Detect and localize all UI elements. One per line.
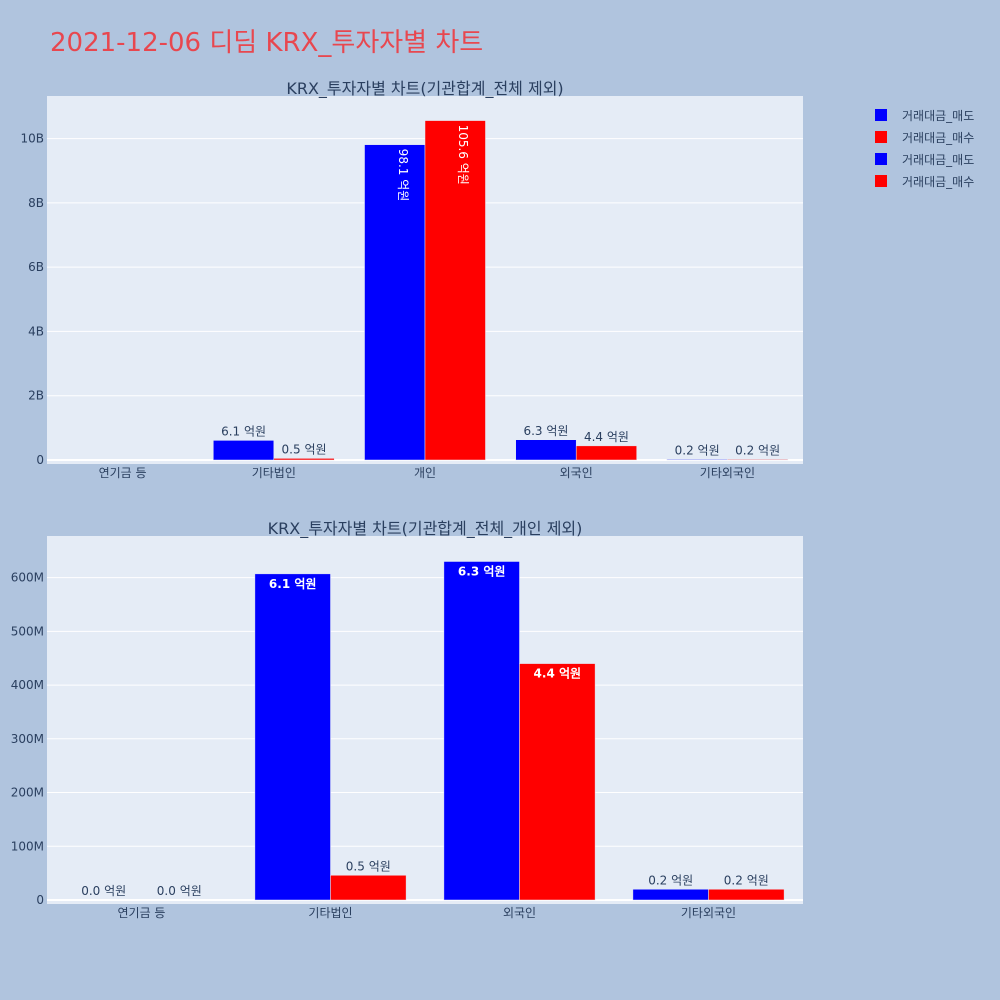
legend-swatch [875, 153, 887, 165]
bar [632, 889, 709, 901]
bar [727, 459, 789, 461]
x-tick-label: 기타외국인 [700, 466, 755, 480]
plot-area [47, 536, 803, 904]
legend-item[interactable]: 거래대금_매수 [870, 170, 974, 192]
bar [364, 144, 426, 461]
y-tick-label: 0 [36, 893, 44, 907]
y-tick-label: 10B [20, 132, 44, 146]
data-label: 0.5 억원 [282, 442, 327, 456]
x-tick-label: 외국인 [560, 466, 593, 480]
data-label: 6.3 억원 [523, 424, 568, 438]
data-label: 6.1 억원 [269, 577, 317, 591]
x-tick-label: 외국인 [503, 906, 536, 920]
y-tick-label: 8B [28, 196, 44, 210]
legend-item[interactable]: 거래대금_매수 [870, 126, 974, 148]
data-label: 0.0 억원 [157, 884, 202, 898]
y-tick-label: 4B [28, 324, 44, 338]
legend-label: 거래대금_매수 [902, 174, 975, 189]
bar [519, 663, 596, 901]
x-tick-label: 기타법인 [252, 466, 296, 480]
y-tick-label: 0 [36, 453, 44, 467]
bar [575, 445, 637, 461]
y-tick-label: 200M [11, 786, 44, 800]
chart-1: 0 2B 4B 6B 8B 10B KRX_투자자별 차트(기관합계_전체 제외) 연기금 등… [20, 79, 803, 480]
legend-swatch [875, 175, 887, 187]
data-label: 0.0 억원 [81, 884, 126, 898]
y-tick-label: 6B [28, 260, 44, 274]
chart-title: KRX_투자자별 차트(기관합계_전체 제외) [286, 79, 563, 99]
legend-item[interactable]: 거래대금_매도 [870, 104, 974, 126]
bar [213, 440, 275, 461]
y-tick-label: 400M [11, 678, 44, 692]
data-label: 0.2 억원 [735, 443, 780, 457]
data-label: 6.3 억원 [458, 564, 506, 578]
bar [666, 459, 728, 461]
legend-label: 거래대금_매도 [902, 108, 975, 123]
legend-label: 거래대금_매수 [902, 130, 975, 145]
bar [254, 573, 331, 901]
bar [273, 458, 335, 461]
legend-item[interactable]: 거래대금_매도 [870, 148, 974, 170]
bar [330, 875, 407, 901]
bar [424, 120, 486, 461]
chart-2: 0 100M 200M 300M 400M 500M 600M KRX_투자자별 차트(기관합… [11, 519, 803, 920]
x-tick-label: 연기금 등 [99, 466, 147, 480]
x-tick-label: 기타외국인 [681, 906, 736, 920]
data-label: 105.6 억원 [456, 125, 470, 185]
data-label: 0.2 억원 [675, 443, 720, 457]
x-tick-label: 개인 [414, 466, 436, 480]
data-label: 98.1 억원 [396, 149, 410, 202]
legend-swatch [875, 109, 887, 121]
chart-title: KRX_투자자별 차트(기관합계_전체_개인 제외) [268, 519, 583, 539]
bar [443, 561, 520, 901]
data-label: 6.1 억원 [221, 424, 266, 438]
data-label: 4.4 억원 [584, 430, 629, 444]
legend-label: 거래대금_매도 [902, 152, 975, 167]
legend: 거래대금_매도 거래대금_매수 거래대금_매도 거래대금_매수 [870, 104, 974, 192]
y-tick-label: 100M [11, 839, 44, 853]
y-tick-label: 600M [11, 571, 44, 585]
x-tick-label: 연기금 등 [118, 906, 166, 920]
bar [708, 889, 785, 901]
page-title: 2021-12-06 디딤 KRX_투자자별 차트 [50, 28, 484, 58]
x-tick-label: 기타법인 [308, 906, 352, 920]
data-label: 0.5 억원 [346, 859, 391, 873]
bar [515, 439, 577, 461]
data-label: 4.4 억원 [534, 667, 582, 681]
data-label: 0.2 억원 [724, 873, 769, 887]
legend-swatch [875, 131, 887, 143]
y-tick-label: 300M [11, 732, 44, 746]
y-tick-label: 500M [11, 624, 44, 638]
y-tick-label: 2B [28, 389, 44, 403]
data-label: 0.2 억원 [648, 873, 693, 887]
